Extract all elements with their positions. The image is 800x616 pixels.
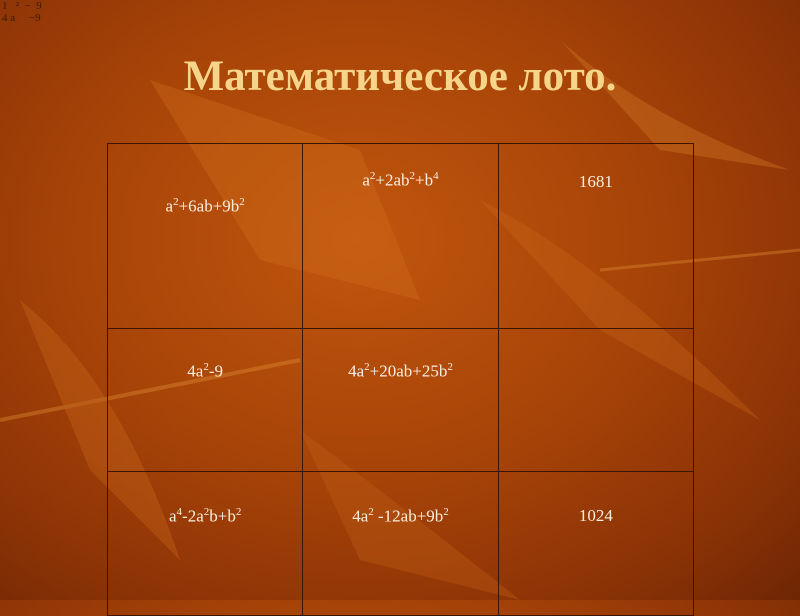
table-row: 4a2-9 4a2+20ab+25b2 [106,328,695,472]
cell-text: -2a [182,506,204,526]
cell-text: +20ab+25b [369,361,448,381]
table-cell: a2+2ab2+b4 [302,143,499,329]
formula-line-1: 1 ² − 9 [2,0,42,12]
cell-text: +6ab+9b [178,196,240,216]
cell-exponent: 2 [364,361,370,373]
cell-text: 1024 [578,506,613,525]
corner-formula: 1 ² − 9 4 a −9 [2,0,42,24]
cell-text: +2ab [375,170,410,190]
table-cell: a4-2a2b+b2 [106,471,304,616]
cell-text: 4a [187,361,204,381]
cell-text: -9 [208,361,224,381]
slide-title: Математическое лото. [183,53,617,100]
cell-exponent: 2 [447,361,453,373]
table-row: a2+6ab+9b2 a2+2ab2+b4 1681 [106,143,695,329]
cell-exponent: 2 [239,196,245,208]
table-cell: 4a2+20ab+25b2 [302,328,499,472]
cell-exponent: 2 [369,170,376,182]
cell-exponent: 2 [235,506,242,518]
cell-text: a [168,506,177,526]
cell-exponent: 2 [409,170,416,182]
lotto-table: a2+6ab+9b2 a2+2ab2+b4 1681 4a2-9 4a2+20ab+2… [106,143,695,616]
cell-text: 1681 [578,172,613,191]
cell-exponent: 2 [368,506,374,518]
cell-exponent: 4 [176,506,183,518]
table-cell: 4a2-9 [106,328,304,472]
formula-line-2: 4 a −9 [2,12,41,24]
cell-text: -12ab+9b [373,506,444,526]
table-row: a4-2a2b+b2 4a2 -12ab+9b2 1024 [106,471,695,616]
cell-text: b+b [209,506,236,526]
cell-text: +b [415,170,434,190]
table-cell [497,328,695,472]
cell-exponent: 4 [433,170,439,182]
cell-text: 4a [348,361,365,381]
table-cell: 4a2 -12ab+9b2 [302,471,499,616]
cell-text: 4a [352,506,369,526]
cell-exponent: 2 [203,506,210,518]
table-cell: a2+6ab+9b2 [106,143,304,329]
cell-text: a [362,170,370,190]
cell-exponent: 2 [173,196,179,208]
cell-exponent: 2 [443,506,449,518]
table-cell: 1024 [497,471,695,616]
table-cell: 1681 [497,143,695,329]
cell-text: a [165,196,174,216]
cell-exponent: 2 [203,361,209,373]
